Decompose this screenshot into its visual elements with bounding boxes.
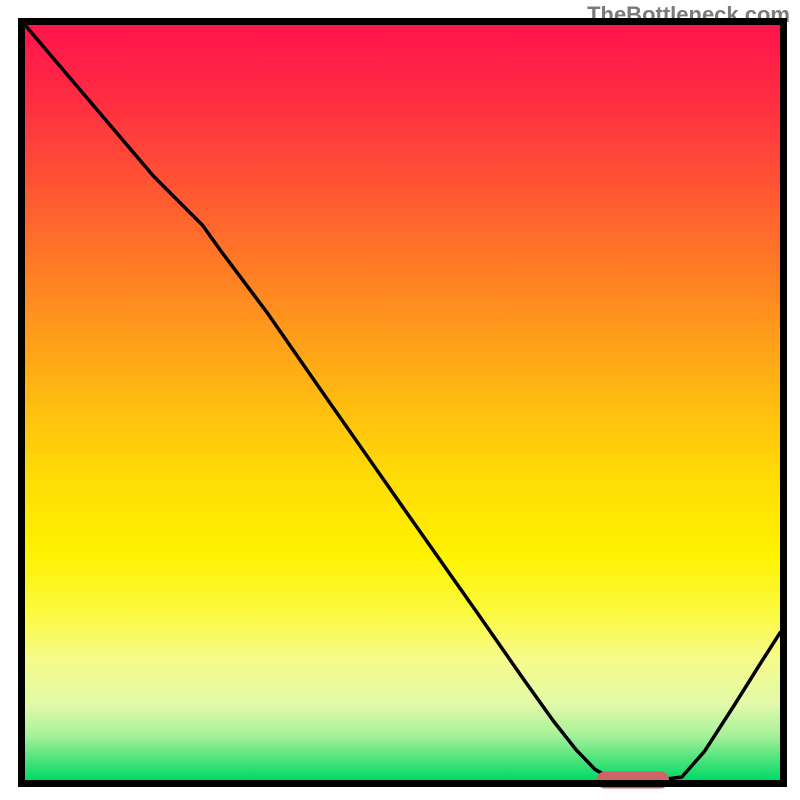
chart-container: TheBottleneck.com	[0, 0, 800, 800]
chart-background	[25, 25, 780, 780]
bottleneck-chart	[0, 0, 800, 800]
